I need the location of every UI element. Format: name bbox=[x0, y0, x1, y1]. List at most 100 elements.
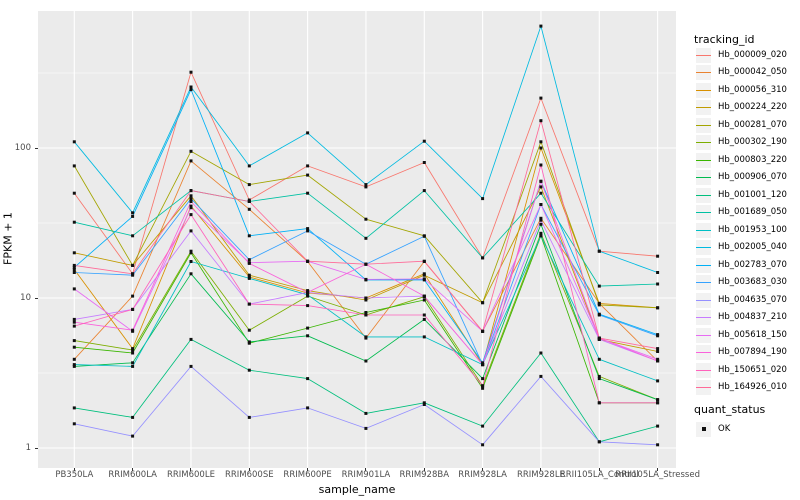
data-point bbox=[364, 183, 368, 187]
data-point bbox=[247, 340, 251, 344]
data-point bbox=[364, 426, 368, 430]
plot-panel bbox=[38, 11, 676, 468]
data-point bbox=[189, 149, 193, 153]
data-point bbox=[131, 234, 135, 238]
data-point bbox=[189, 200, 193, 203]
x-tickmark bbox=[248, 468, 250, 471]
data-point bbox=[247, 261, 251, 265]
legend-label-Hb_000803_220: Hb_000803_220 bbox=[718, 154, 787, 165]
legend-label-Hb_000906_070: Hb_000906_070 bbox=[718, 172, 787, 182]
x-tickmark bbox=[132, 468, 134, 471]
data-point bbox=[364, 298, 368, 302]
data-point bbox=[189, 204, 193, 208]
data-point bbox=[597, 374, 601, 378]
legend-key-Hb_004837_210 bbox=[696, 310, 711, 325]
data-point bbox=[481, 363, 485, 367]
legend-label-Hb_001689_050: Hb_001689_050 bbox=[718, 207, 787, 217]
x-tick-label-RRIM901LA: RRIM901LA bbox=[341, 470, 391, 480]
legend-label-Hb_000224_220: Hb_000224_220 bbox=[718, 102, 787, 112]
legend-line-icon bbox=[696, 334, 711, 336]
data-point bbox=[539, 231, 543, 235]
y-tick-label-1: 1 bbox=[25, 442, 31, 453]
x-tick-label-RRIM928LE: RRIM928LE bbox=[516, 470, 565, 480]
y-tickmark bbox=[35, 297, 38, 299]
data-point bbox=[189, 197, 193, 201]
legend-key-Hb_002005_040 bbox=[696, 240, 711, 255]
data-point bbox=[306, 377, 310, 381]
x-tickmark bbox=[190, 468, 192, 471]
data-point bbox=[306, 334, 310, 338]
data-point bbox=[72, 422, 76, 426]
data-point bbox=[422, 335, 426, 339]
legend-key-Hb_000224_220 bbox=[696, 100, 711, 115]
data-point bbox=[306, 229, 310, 233]
data-point bbox=[364, 311, 368, 314]
data-point bbox=[539, 163, 543, 167]
legend-line-icon bbox=[696, 317, 711, 319]
legend-line-icon bbox=[696, 299, 711, 301]
legend-key-Hb_000042_050 bbox=[696, 65, 711, 80]
data-point bbox=[72, 406, 76, 410]
data-point bbox=[656, 254, 660, 258]
data-point bbox=[422, 294, 426, 298]
data-point bbox=[364, 411, 368, 415]
y-tick-label-100: 100 bbox=[14, 142, 31, 153]
data-point bbox=[597, 336, 601, 340]
data-point bbox=[306, 326, 310, 330]
data-point bbox=[189, 70, 193, 74]
data-point bbox=[481, 301, 485, 305]
data-point bbox=[189, 206, 193, 210]
data-point bbox=[131, 272, 135, 276]
data-point bbox=[247, 273, 251, 277]
data-point bbox=[131, 434, 135, 438]
legend-key-ok bbox=[696, 421, 711, 437]
data-point bbox=[422, 298, 426, 302]
data-point bbox=[189, 85, 193, 89]
legend-key-Hb_001001_120 bbox=[696, 187, 711, 203]
data-point bbox=[364, 185, 368, 189]
data-point bbox=[422, 161, 426, 164]
data-point bbox=[597, 284, 601, 288]
data-point bbox=[656, 282, 660, 286]
data-point bbox=[131, 294, 135, 298]
legend-label-Hb_000009_020: Hb_000009_020 bbox=[718, 49, 787, 60]
data-point bbox=[481, 424, 485, 428]
data-point bbox=[131, 307, 135, 311]
data-point bbox=[481, 386, 485, 390]
data-point bbox=[72, 320, 76, 324]
data-point bbox=[189, 337, 193, 341]
legend-label-Hb_000302_190: Hb_000302_190 bbox=[718, 137, 787, 147]
data-point bbox=[306, 173, 310, 177]
data-point bbox=[539, 218, 543, 222]
data-point bbox=[72, 324, 76, 328]
data-point bbox=[656, 350, 660, 353]
data-point bbox=[539, 146, 543, 150]
x-tickmark bbox=[657, 468, 659, 471]
ok-square-icon bbox=[701, 427, 706, 431]
legend-line-icon bbox=[696, 352, 711, 354]
legend-label-Hb_164926_010: Hb_164926_010 bbox=[718, 382, 787, 392]
data-point bbox=[597, 377, 601, 381]
data-point bbox=[656, 401, 660, 405]
data-point bbox=[422, 234, 426, 238]
data-point bbox=[656, 271, 660, 274]
data-point bbox=[72, 271, 76, 274]
data-point bbox=[597, 303, 601, 307]
data-point bbox=[247, 328, 251, 332]
data-point bbox=[422, 313, 426, 317]
data-point bbox=[306, 131, 310, 135]
data-point bbox=[364, 296, 368, 300]
legend-line-icon bbox=[696, 159, 711, 161]
data-point bbox=[247, 302, 251, 306]
data-point bbox=[364, 277, 368, 281]
legend-line-icon bbox=[696, 72, 711, 74]
data-point bbox=[364, 262, 368, 266]
data-point bbox=[306, 290, 310, 294]
x-tickmark bbox=[365, 468, 367, 471]
data-point bbox=[306, 227, 310, 231]
data-point bbox=[364, 236, 368, 240]
data-point bbox=[539, 185, 543, 189]
data-point bbox=[247, 200, 251, 203]
data-point bbox=[72, 287, 76, 291]
